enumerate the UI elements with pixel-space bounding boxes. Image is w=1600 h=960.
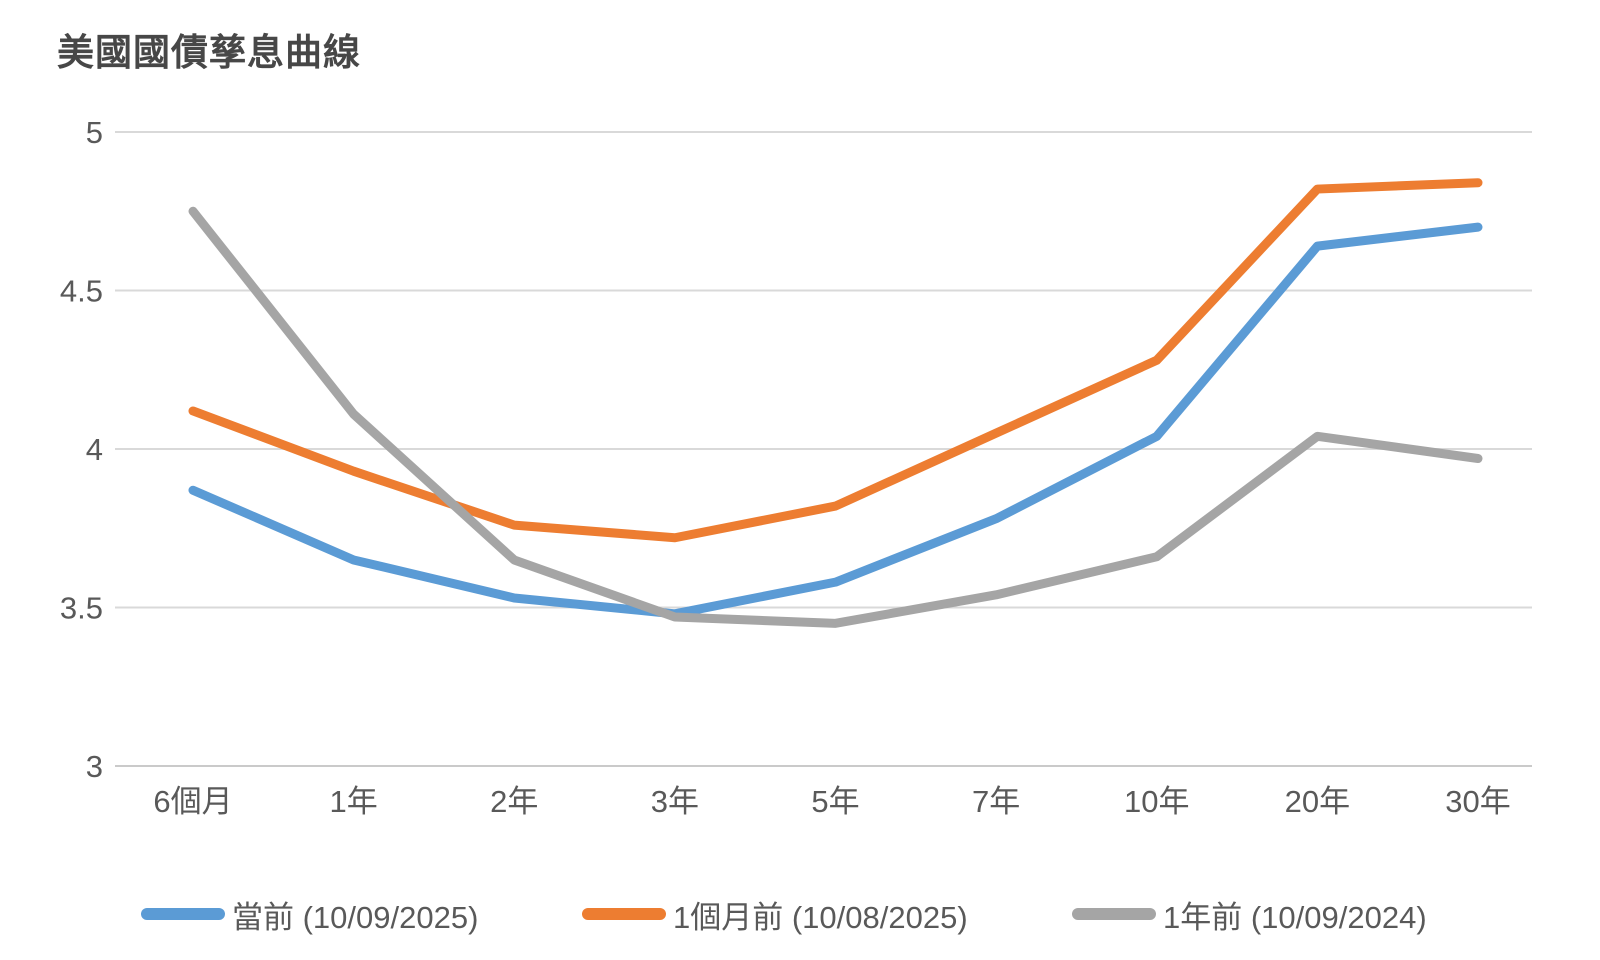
x-axis-tick-label: 20年 [1285, 784, 1350, 819]
chart-legend: 當前 (10/09/2025) 1個月前 (10/08/2025) 1年前 (10/… [0, 894, 1600, 935]
legend-item: 1個月前 (10/08/2025) [582, 894, 968, 935]
y-axis-tick-label: 5 [86, 115, 103, 150]
legend-label: 1個月前 (10/08/2025) [673, 899, 968, 935]
legend-swatch [141, 908, 225, 920]
x-axis-tick-label: 30年 [1445, 784, 1510, 819]
legend-label: 1年前 (10/09/2024) [1163, 899, 1427, 935]
chart-title: 美國國債孳息曲線 [57, 32, 361, 73]
x-axis-tick-label: 2年 [490, 784, 538, 819]
x-axis-tick-label: 7年 [972, 784, 1020, 819]
series-line [188, 178, 1483, 543]
x-axis-tick-label: 5年 [811, 784, 859, 819]
x-axis-tick-label: 3年 [651, 784, 699, 819]
y-axis-tick-label: 4.5 [60, 274, 103, 309]
y-axis-tick-label: 4 [86, 432, 103, 467]
x-axis-tick-label: 6個月 [153, 784, 232, 819]
legend-item: 1年前 (10/09/2024) [1072, 894, 1427, 935]
legend-swatch [582, 908, 666, 920]
x-axis-tick-label: 10年 [1124, 784, 1189, 819]
series-line [188, 222, 1483, 619]
y-axis-tick-label: 3 [86, 749, 103, 784]
series-line [188, 206, 1483, 628]
y-axis-tick-label: 3.5 [60, 591, 103, 626]
x-axis-tick-label: 1年 [330, 784, 378, 819]
legend-swatch [1072, 908, 1156, 920]
legend-item: 當前 (10/09/2025) [141, 894, 479, 935]
legend-label: 當前 (10/09/2025) [232, 899, 479, 935]
